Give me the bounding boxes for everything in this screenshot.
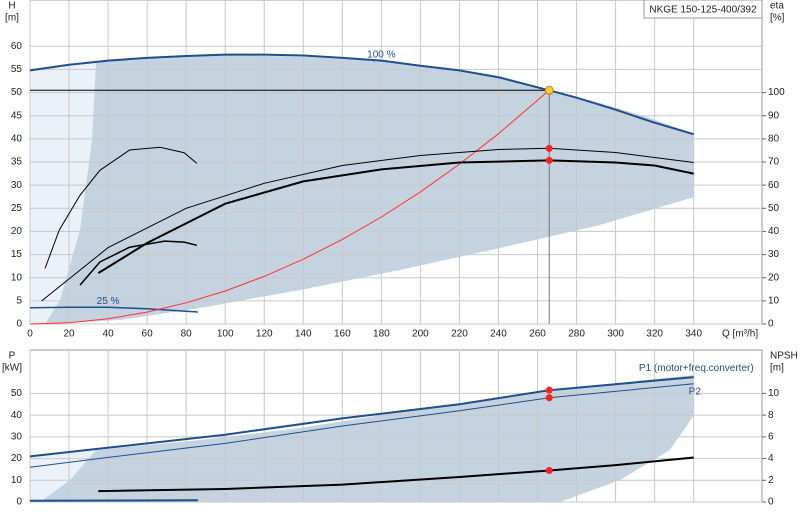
x-tick-label: 40 — [103, 329, 115, 340]
x-tick-label: 300 — [607, 329, 624, 340]
y2-tick-label: 80 — [768, 133, 780, 144]
x-tick-label: 220 — [451, 329, 468, 340]
y2-axis-unit: [%] — [770, 13, 785, 24]
x-tick-label: 140 — [295, 329, 312, 340]
x-tick-label: 100 — [217, 329, 234, 340]
y-tick-label: 55 — [11, 64, 23, 75]
y2-tick-label: 0 — [768, 319, 774, 330]
y2-tick-label: 8 — [768, 410, 774, 421]
y-tick-label: 50 — [11, 388, 23, 399]
series-label: P1 (motor+freq.converter) — [639, 363, 754, 374]
y-tick-label: 40 — [11, 410, 23, 421]
series-label: P2 — [689, 386, 702, 397]
x-axis-label: Q [m³/h] — [722, 329, 758, 340]
series-line — [41, 147, 694, 302]
y-tick-label: 40 — [11, 133, 23, 144]
light-area — [30, 450, 96, 502]
y2-axis-label: NPSH — [770, 351, 798, 362]
y2-tick-label: 90 — [768, 110, 780, 121]
y2-tick-label: 100 — [768, 87, 785, 98]
x-tick-label: 0 — [27, 329, 33, 340]
duty-marker — [545, 467, 553, 475]
chart-title: NKGE 150-125-400/392 — [649, 5, 757, 16]
y-tick-label: 30 — [11, 180, 23, 191]
y-axis-unit: [kW] — [2, 363, 22, 374]
y-tick-label: 20 — [11, 226, 23, 237]
y-tick-label: 10 — [11, 475, 23, 486]
y2-tick-label: 20 — [768, 272, 780, 283]
title-box — [643, 0, 763, 19]
x-tick-label: 120 — [256, 329, 273, 340]
series-line — [97, 159, 694, 274]
y2-tick-label: 6 — [768, 431, 774, 442]
y-axis-label: P — [9, 351, 16, 362]
y-tick-label: 60 — [11, 41, 23, 52]
y2-tick-label: 10 — [768, 295, 780, 306]
x-tick-label: 320 — [646, 329, 663, 340]
x-tick-label: 200 — [412, 329, 429, 340]
y2-tick-label: 70 — [768, 157, 780, 168]
duty-marker — [545, 144, 553, 152]
x-tick-label: 20 — [63, 329, 75, 340]
x-tick-label: 60 — [142, 329, 154, 340]
y-axis-unit: [m] — [5, 13, 19, 24]
x-tick-label: 180 — [373, 329, 390, 340]
y2-tick-label: 4 — [768, 453, 774, 464]
y-tick-label: 25 — [11, 203, 23, 214]
series-line — [29, 53, 694, 136]
y2-tick-label: 10 — [768, 388, 780, 399]
series-line — [44, 146, 198, 269]
y2-tick-label: 60 — [768, 180, 780, 191]
y-tick-label: 45 — [11, 110, 23, 121]
series-label: 100 % — [367, 49, 395, 60]
y-tick-label: 30 — [11, 431, 23, 442]
y-tick-label: 35 — [11, 157, 23, 168]
y2-tick-label: 0 — [768, 497, 774, 508]
y-tick-label: 10 — [11, 272, 23, 283]
y-tick-label: 20 — [11, 453, 23, 464]
y-tick-label: 5 — [16, 295, 22, 306]
x-tick-label: 160 — [334, 329, 351, 340]
duty-marker — [545, 156, 553, 164]
operating-area — [45, 55, 694, 324]
x-tick-label: 260 — [529, 329, 546, 340]
y-tick-label: 0 — [16, 319, 22, 330]
y2-tick-label: 40 — [768, 226, 780, 237]
y2-axis-label: eta — [770, 1, 784, 12]
x-tick-label: 340 — [685, 329, 702, 340]
light-area — [30, 62, 96, 324]
series-line — [29, 306, 198, 313]
y-axis-label: H — [8, 1, 15, 12]
y2-tick-label: 50 — [768, 203, 780, 214]
series-line — [79, 240, 198, 286]
duty-point — [544, 85, 554, 95]
x-tick-label: 280 — [568, 329, 585, 340]
series-line — [29, 89, 550, 325]
y-tick-label: 0 — [16, 497, 22, 508]
y2-tick-label: 30 — [768, 249, 780, 260]
y-tick-label: 15 — [11, 249, 23, 260]
operating-area — [40, 375, 694, 502]
series-line — [98, 456, 694, 493]
series-label: 25 % — [97, 296, 120, 307]
y2-axis-unit: [m] — [770, 363, 784, 374]
y2-tick-label: 2 — [768, 475, 774, 486]
duty-marker — [545, 386, 553, 394]
x-tick-label: 80 — [181, 329, 193, 340]
x-tick-label: 240 — [490, 329, 507, 340]
duty-marker — [545, 394, 553, 402]
y-tick-label: 50 — [11, 87, 23, 98]
